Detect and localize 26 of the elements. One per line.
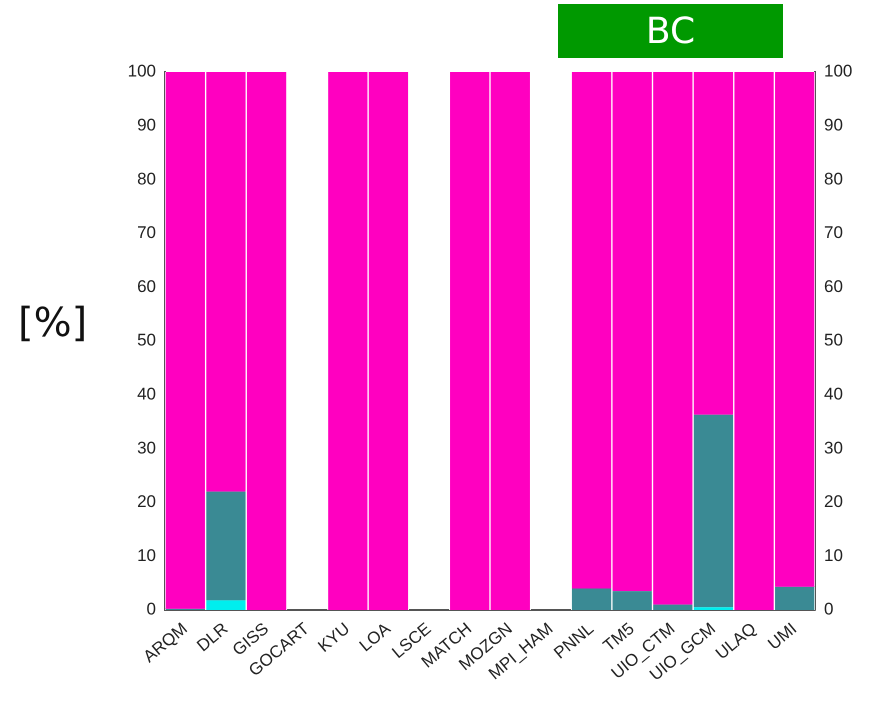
y2-tick-label: 80 xyxy=(824,169,843,188)
y-tick-label: 50 xyxy=(137,330,156,350)
y2-tick-label: 70 xyxy=(824,223,843,242)
y2-tick-label: 100 xyxy=(824,62,852,81)
y-tick-label: 0 xyxy=(146,600,156,619)
y2-tick-label: 50 xyxy=(824,330,843,350)
x-tick-label: DLR xyxy=(193,618,232,656)
y2-tick-label: 0 xyxy=(824,600,834,619)
y2-tick-label: 20 xyxy=(824,492,843,512)
x-tick-label: UMI xyxy=(764,618,800,654)
y-tick-label: 30 xyxy=(137,438,156,458)
y2-tick-label: 60 xyxy=(824,276,843,296)
y-tick-label: 100 xyxy=(128,62,156,81)
chart-title: BC xyxy=(558,4,783,58)
y2-tick-label: 40 xyxy=(824,384,843,404)
y2-tick-label: 10 xyxy=(824,546,843,565)
y-tick-label: 70 xyxy=(137,223,156,242)
y-tick-label: 40 xyxy=(137,384,156,404)
y-tick-label: 90 xyxy=(137,115,156,134)
y-axis-title: [%] xyxy=(18,300,88,346)
y-tick-label: 80 xyxy=(137,169,156,188)
y-tick-label: 20 xyxy=(137,492,156,512)
y-tick-label: 60 xyxy=(137,276,156,296)
y2-tick-label: 90 xyxy=(824,115,843,134)
y-tick-label: 10 xyxy=(137,546,156,565)
y2-tick-label: 30 xyxy=(824,438,843,458)
